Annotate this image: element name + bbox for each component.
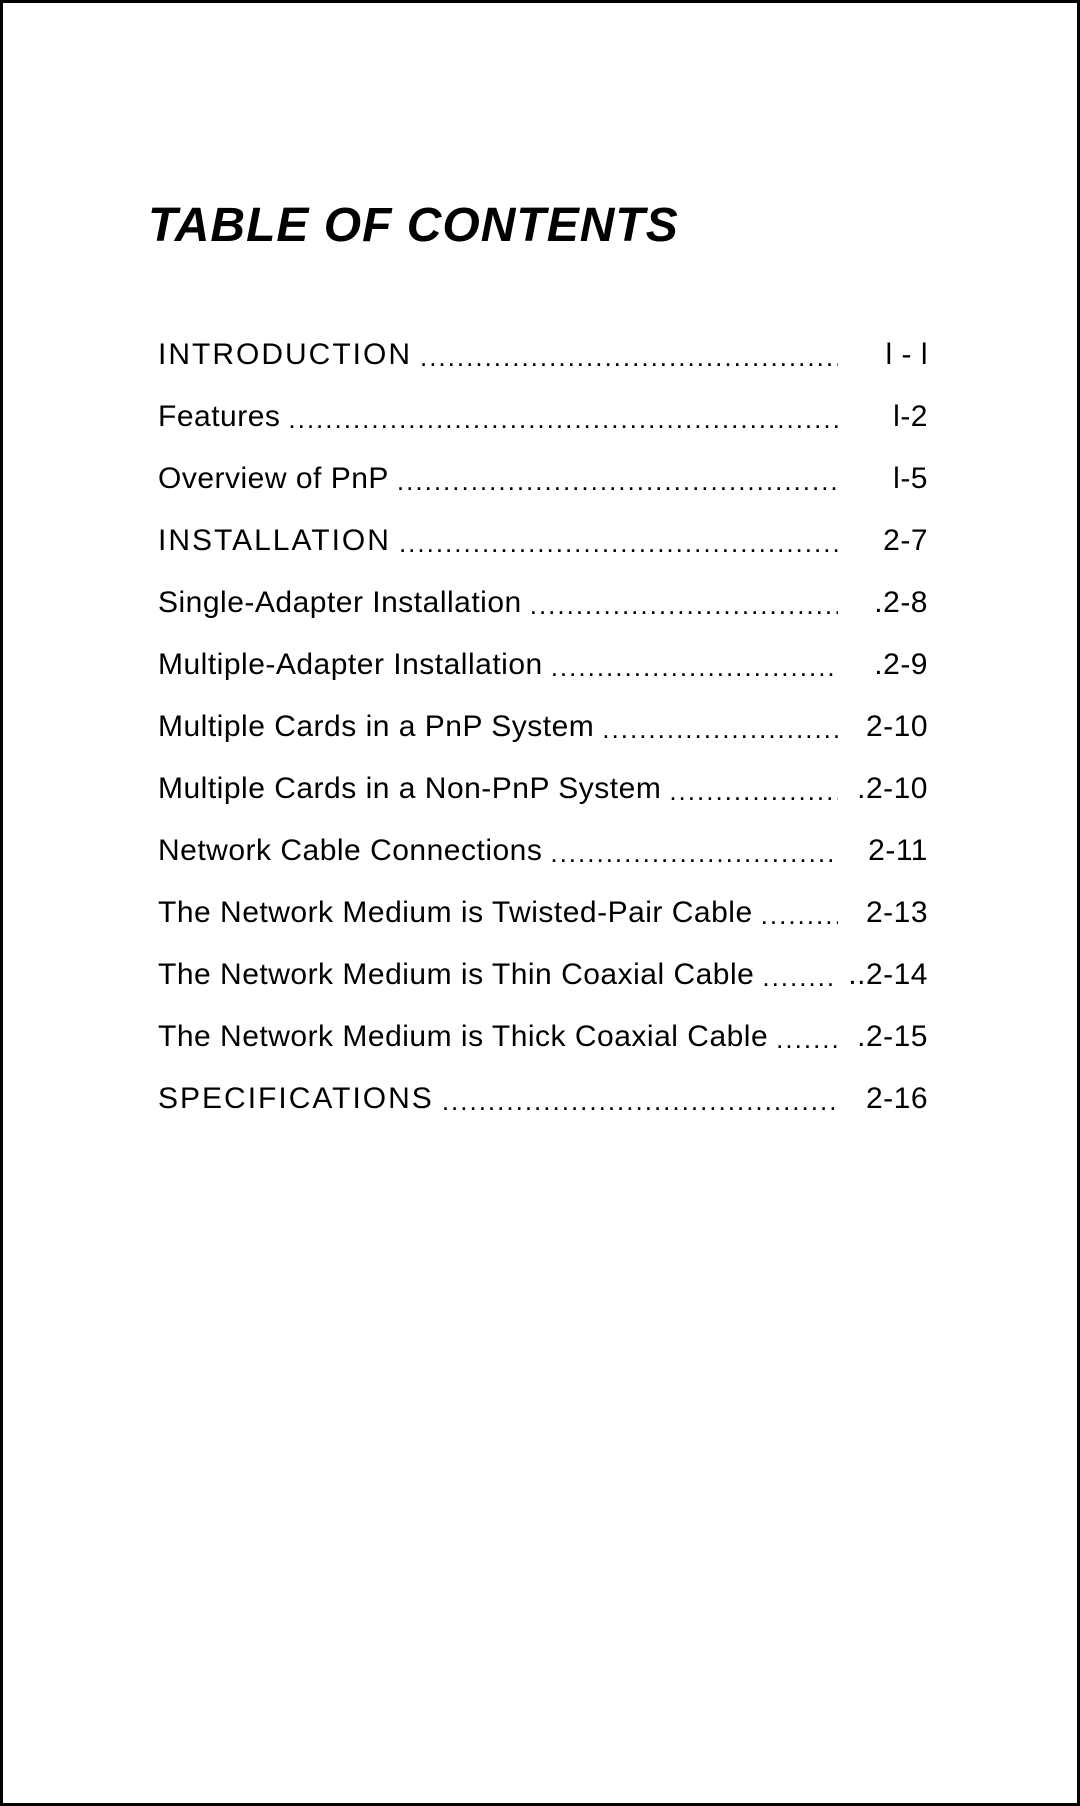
- toc-entry-page: 2-11: [838, 834, 928, 868]
- toc-leader-dots: ........................................…: [391, 528, 838, 559]
- toc-entry-label: Multiple Cards in a PnP System: [158, 710, 594, 744]
- toc-leader-dots: ........................................…: [661, 776, 838, 807]
- toc-leader-dots: ........................................…: [754, 962, 838, 993]
- toc-row: Features................................…: [158, 400, 928, 462]
- toc-leader-dots: ........................................…: [412, 342, 838, 373]
- toc-leader-dots: ........................................…: [594, 714, 838, 745]
- toc-entry-page: .2-9: [838, 648, 928, 682]
- toc-entry-page: 2-13: [838, 896, 928, 930]
- toc-entry-label: The Network Medium is Thick Coaxial Cabl…: [158, 1020, 768, 1054]
- toc-leader-dots: ........................................…: [280, 404, 838, 435]
- toc-entry-page: .2-15: [838, 1020, 928, 1054]
- toc-leader-dots: ........................................…: [522, 590, 838, 621]
- toc-entry-label: The Network Medium is Thin Coaxial Cable: [158, 958, 754, 992]
- toc-row: Network Cable Connections...............…: [158, 834, 928, 896]
- toc-leader-dots: ........................................…: [768, 1024, 838, 1055]
- toc-row: SPECIFICATIONS..........................…: [158, 1082, 928, 1144]
- page-title: TABLE OF CONTENTS: [148, 198, 679, 253]
- toc-entry-page: l-2: [838, 400, 928, 434]
- toc-row: Multiple Cards in a Non-PnP System......…: [158, 772, 928, 834]
- toc-entry-label: Features: [158, 400, 280, 434]
- toc-row: Single-Adapter Installation.............…: [158, 586, 928, 648]
- toc-row: INTRODUCTION............................…: [158, 338, 928, 400]
- toc-row: Multiple-Adapter Installation...........…: [158, 648, 928, 710]
- toc-entry-page: .2-10: [838, 772, 928, 806]
- toc-row: Multiple Cards in a PnP System..........…: [158, 710, 928, 772]
- toc-entry-label: INTRODUCTION: [158, 338, 412, 372]
- toc-entry-page: l-5: [838, 462, 928, 496]
- toc-leader-dots: ........................................…: [542, 838, 838, 869]
- toc-row: The Network Medium is Twisted-Pair Cable…: [158, 896, 928, 958]
- toc-entry-label: The Network Medium is Twisted-Pair Cable: [158, 896, 753, 930]
- toc-entry-page: .2-8: [838, 586, 928, 620]
- toc-entry-label: INSTALLATION: [158, 524, 391, 558]
- toc-entry-label: Network Cable Connections: [158, 834, 542, 868]
- toc-leader-dots: ........................................…: [434, 1086, 838, 1117]
- toc-leader-dots: ........................................…: [389, 466, 838, 497]
- toc-row: INSTALLATION............................…: [158, 524, 928, 586]
- toc-leader-dots: ........................................…: [543, 652, 838, 683]
- toc-entry-page: ..2-14: [838, 958, 928, 992]
- toc-entry-page: 2-7: [838, 524, 928, 558]
- toc-leader-dots: ........................................…: [753, 900, 838, 931]
- toc-row: The Network Medium is Thin Coaxial Cable…: [158, 958, 928, 1020]
- toc-entry-label: Overview of PnP: [158, 462, 389, 496]
- toc-entry-label: Multiple-Adapter Installation: [158, 648, 543, 682]
- page-frame: TABLE OF CONTENTS INTRODUCTION..........…: [0, 0, 1080, 1806]
- toc-entry-page: l - l: [838, 338, 928, 372]
- toc-row: Overview of PnP.........................…: [158, 462, 928, 524]
- table-of-contents: INTRODUCTION............................…: [158, 338, 928, 1144]
- toc-row: The Network Medium is Thick Coaxial Cabl…: [158, 1020, 928, 1082]
- toc-entry-label: SPECIFICATIONS: [158, 1082, 434, 1116]
- toc-entry-page: 2-16: [838, 1082, 928, 1116]
- toc-entry-label: Single-Adapter Installation: [158, 586, 522, 620]
- toc-entry-page: 2-10: [838, 710, 928, 744]
- toc-entry-label: Multiple Cards in a Non-PnP System: [158, 772, 661, 806]
